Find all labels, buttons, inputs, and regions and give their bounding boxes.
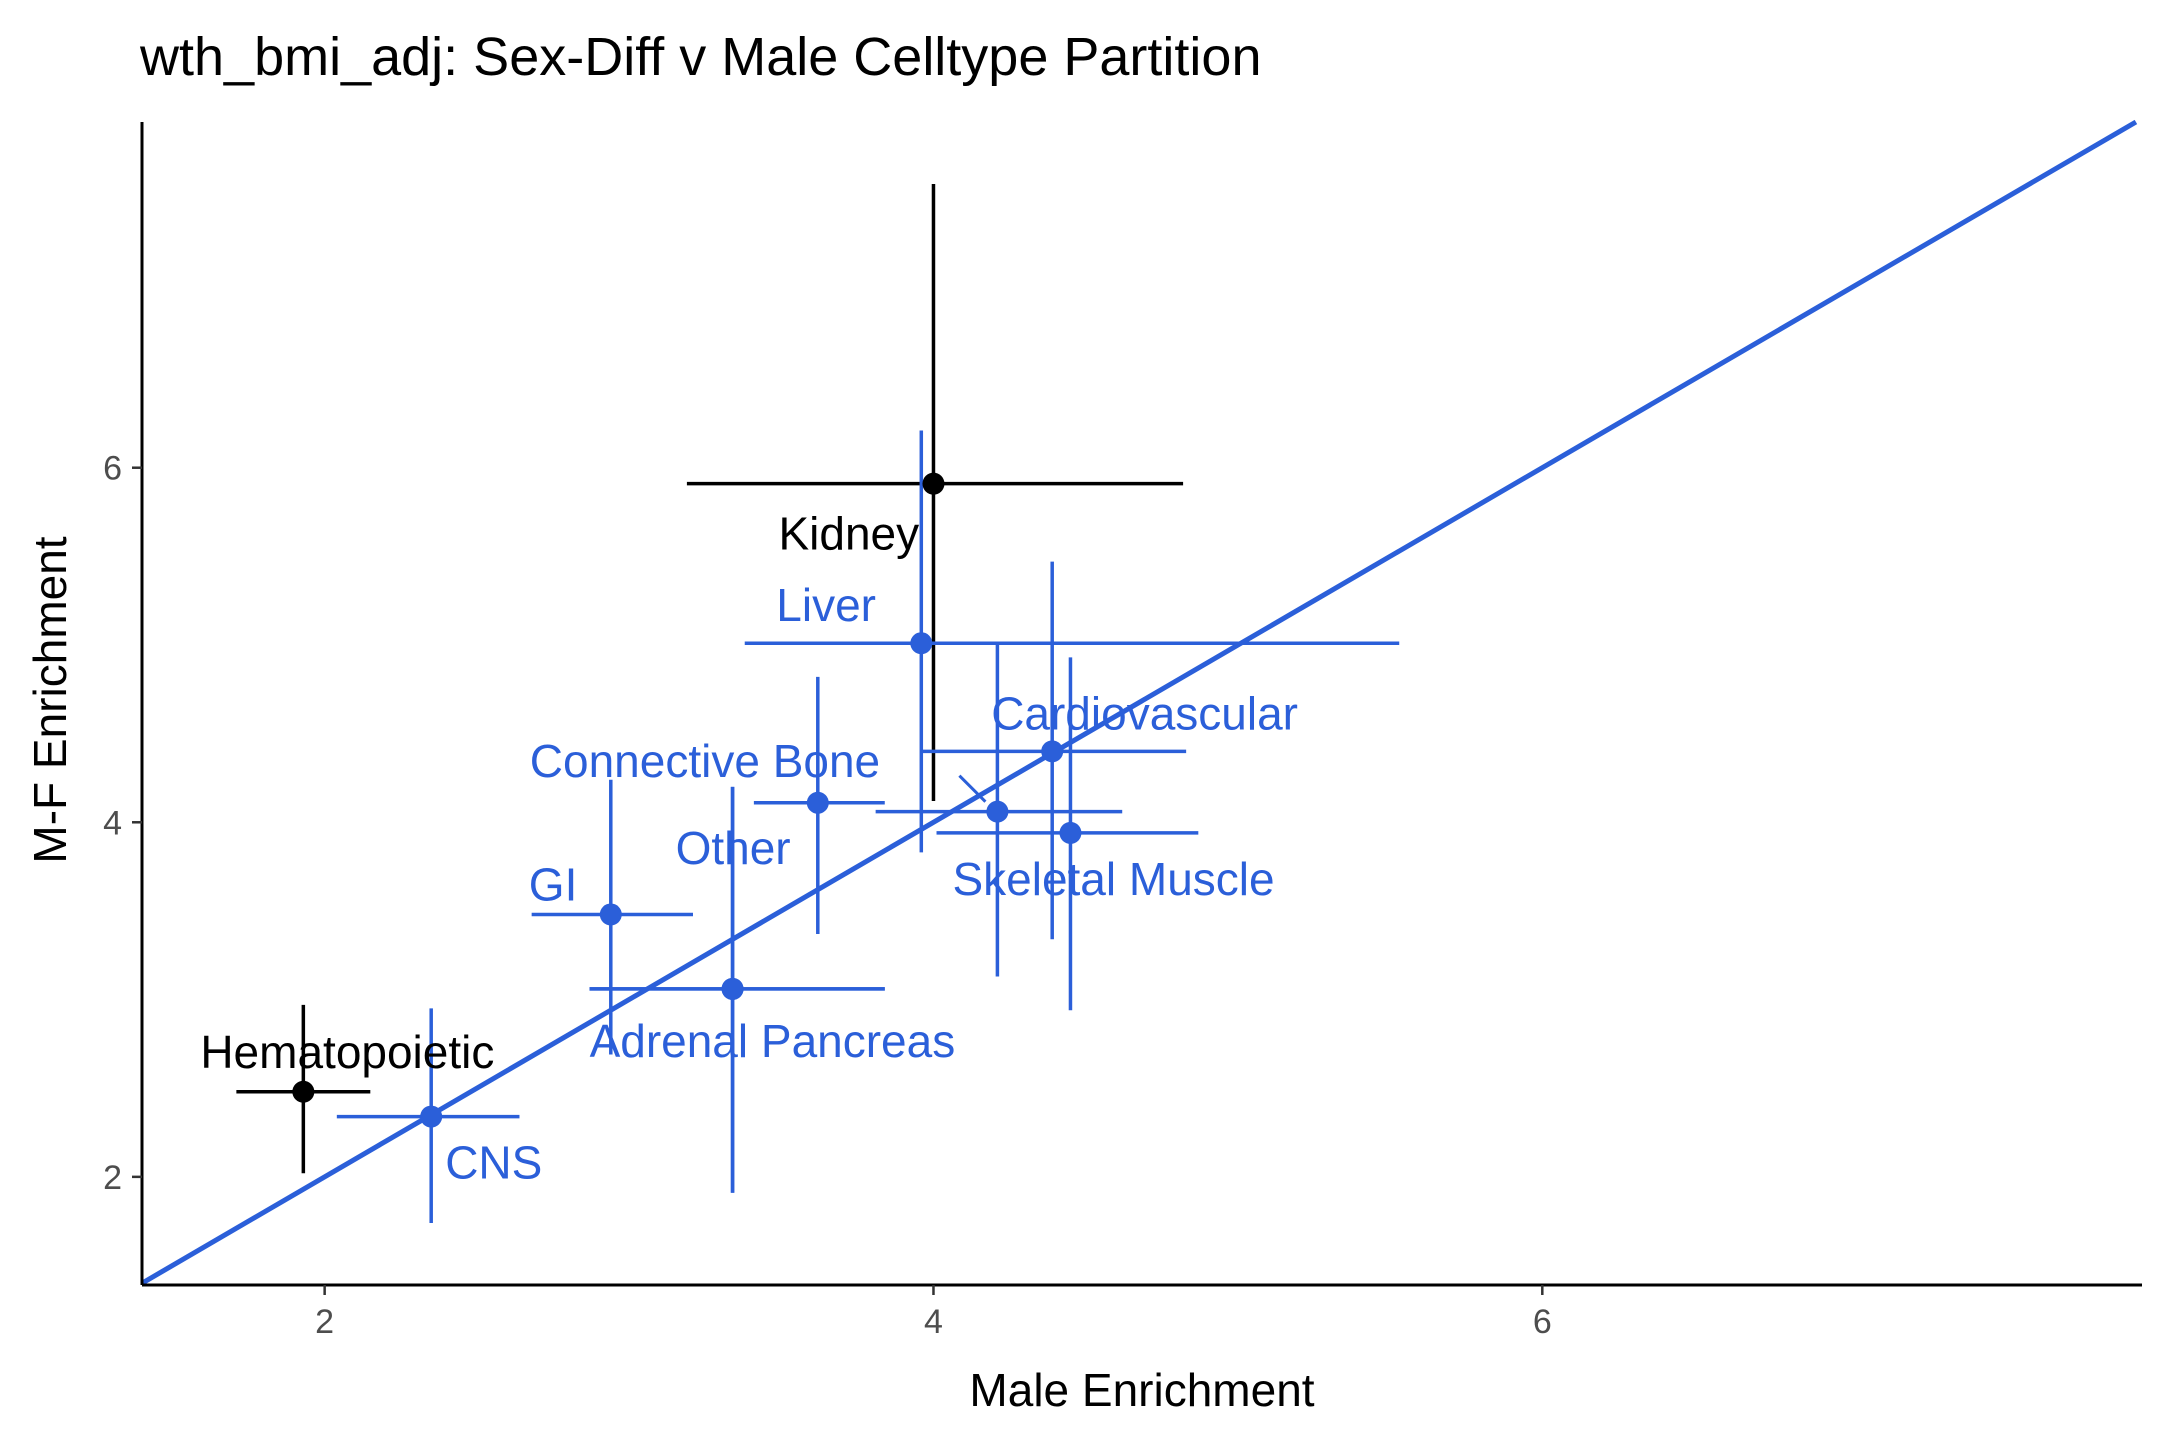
data-point bbox=[910, 632, 933, 655]
point-label: Cardiovascular bbox=[991, 687, 1298, 739]
point-label: Kidney bbox=[778, 508, 919, 560]
y-tick-label: 6 bbox=[103, 450, 122, 488]
point-label: Other bbox=[676, 822, 791, 874]
data-point bbox=[420, 1105, 443, 1128]
data-point bbox=[721, 977, 744, 1000]
point-label: Liver bbox=[776, 579, 876, 631]
point-label: Skeletal Muscle bbox=[952, 853, 1274, 905]
plot-area: Kidney Liver Cardiovascular Connective Bone… bbox=[140, 119, 2138, 1286]
x-tick-label: 4 bbox=[924, 1303, 943, 1341]
x-axis-title: Male Enrichment bbox=[969, 1364, 1314, 1416]
x-tick-label: 6 bbox=[1533, 1303, 1552, 1341]
point-label: Hematopoietic bbox=[200, 1026, 494, 1078]
point-label: Connective Bone bbox=[530, 735, 880, 787]
x-tick-label: 2 bbox=[315, 1303, 334, 1341]
y-tick-label: 4 bbox=[103, 804, 122, 842]
data-point bbox=[599, 903, 622, 926]
y-axis-ticks: 2 4 6 bbox=[103, 450, 142, 1197]
y-axis-title: M-F Enrichment bbox=[24, 536, 76, 863]
data-point bbox=[922, 472, 945, 495]
data-point bbox=[806, 791, 829, 814]
point-label: Adrenal Pancreas bbox=[590, 1015, 956, 1067]
label-connector bbox=[958, 774, 987, 803]
data-point bbox=[292, 1080, 315, 1103]
point-label: GI bbox=[529, 858, 578, 910]
data-point bbox=[986, 800, 1009, 823]
point-label: CNS bbox=[445, 1137, 542, 1189]
y-tick-label: 2 bbox=[103, 1159, 122, 1197]
chart-title: wth_bmi_adj: Sex-Diff v Male Celltype Pa… bbox=[139, 27, 1261, 87]
x-axis-ticks: 2 4 6 bbox=[315, 1285, 1552, 1341]
data-point bbox=[1059, 821, 1082, 844]
point-labels: Kidney Liver Cardiovascular Connective Bone… bbox=[200, 508, 1298, 1189]
data-point bbox=[1041, 740, 1064, 763]
reference-line bbox=[140, 119, 2138, 1286]
